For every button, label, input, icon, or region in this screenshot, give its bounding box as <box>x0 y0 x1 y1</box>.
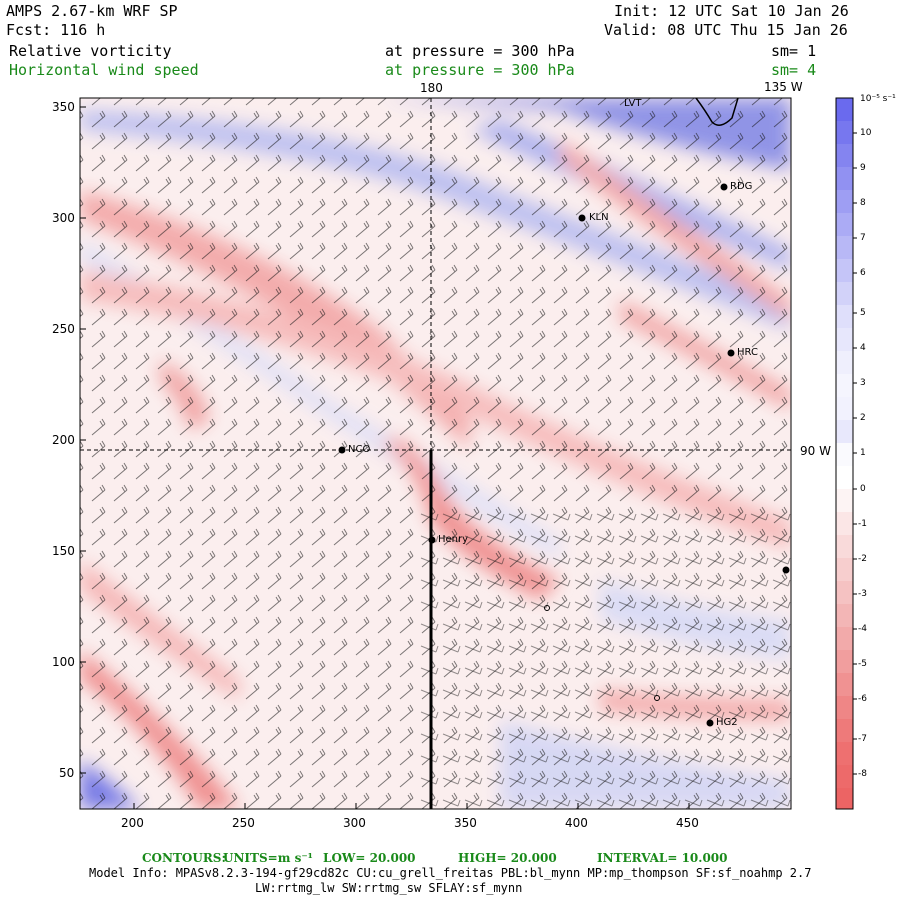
colorbar-level-neg1: -1 <box>858 519 867 529</box>
x-tick-350: 350 <box>454 816 477 830</box>
station-lvt-label: LVT <box>624 98 642 109</box>
footer-low: LOW= 20.000 <box>323 851 416 865</box>
station-hg2-marker <box>706 719 714 727</box>
colorbar-level-2: 2 <box>860 413 866 423</box>
field1-level: at pressure = 300 hPa <box>385 42 575 60</box>
x-tick-450: 450 <box>676 816 699 830</box>
colorbar-level-neg7: -7 <box>858 734 867 744</box>
station-marker-edge <box>782 566 790 574</box>
forecast-hour: Fcst: 116 h <box>6 21 106 39</box>
colorbar-level-neg3: -3 <box>858 589 867 599</box>
station-hrc-marker <box>727 349 735 357</box>
y-tick-300: 300 <box>52 211 75 225</box>
y-tick-100: 100 <box>52 655 75 669</box>
colorbar-level-1: 1 <box>860 448 866 458</box>
station-nco-label: NCO <box>348 444 371 455</box>
colorbar-unit: 10⁻⁵ s⁻¹ <box>860 94 896 104</box>
lon-90w-label: 90 W <box>800 444 831 458</box>
station-kln-marker <box>578 214 586 222</box>
init-time: Init: 12 UTC Sat 10 Jan 26 <box>614 2 849 20</box>
colorbar-level-neg2: -2 <box>858 554 867 564</box>
field2-name: Horizontal wind speed <box>9 61 199 79</box>
station-nco-marker <box>338 446 346 454</box>
colorbar-level-5: 5 <box>860 308 866 318</box>
lon-180-label: 180 <box>420 81 443 95</box>
x-tick-400: 400 <box>565 816 588 830</box>
y-tick-250: 250 <box>52 322 75 336</box>
colorbar <box>835 97 857 810</box>
field2-level: at pressure = 300 hPa <box>385 61 575 79</box>
station-marker-open <box>544 605 550 611</box>
colorbar-level-neg6: -6 <box>858 694 867 704</box>
y-tick-150: 150 <box>52 544 75 558</box>
footer-units: UNITS=m s⁻¹ <box>223 851 313 865</box>
field2-smoothing: sm= 4 <box>771 61 817 79</box>
model-title: AMPS 2.67-km WRF SP <box>6 2 178 20</box>
station-hg2-label: HG2 <box>716 717 738 728</box>
station-hrc-label: HRC <box>737 347 758 358</box>
x-tick-250: 250 <box>232 816 255 830</box>
x-tick-200: 200 <box>121 816 144 830</box>
colorbar-level-4: 4 <box>860 343 866 353</box>
footer-interval: INTERVAL= 10.000 <box>597 851 728 865</box>
station-kln-label: KLN <box>589 212 609 223</box>
colorbar-level-8: 8 <box>860 198 866 208</box>
colorbar-level-7: 7 <box>860 233 866 243</box>
colorbar-level-neg8: -8 <box>858 769 867 779</box>
valid-time: Valid: 08 UTC Thu 15 Jan 26 <box>604 21 848 39</box>
colorbar-level-10: 10 <box>860 128 872 138</box>
x-tick-300: 300 <box>343 816 366 830</box>
field1-smoothing: sm= 1 <box>771 42 817 60</box>
station-marker-open-2 <box>654 695 660 701</box>
field1-name: Relative vorticity <box>9 42 172 60</box>
station-henry-marker <box>428 536 436 544</box>
lon-135w-label: 135 W <box>764 80 803 94</box>
colorbar-level-neg5: -5 <box>858 659 867 669</box>
footer-contours-label: CONTOURS: <box>142 851 226 865</box>
footer-model-info-2: LW:rrtmg_lw SW:rrtmg_sw SFLAY:sf_mynn <box>255 881 523 895</box>
y-tick-200: 200 <box>52 433 75 447</box>
colorbar-level-6: 6 <box>860 268 866 278</box>
colorbar-level-3: 3 <box>860 378 866 388</box>
y-tick-350: 350 <box>52 100 75 114</box>
station-rdg-marker <box>720 183 728 191</box>
colorbar-level-9: 9 <box>860 163 866 173</box>
station-rdg-label: RDG <box>730 181 753 192</box>
footer-model-info: Model Info: MPASv8.2.3-194-gf29cd82c CU:… <box>89 866 812 880</box>
footer-high: HIGH= 20.000 <box>458 851 557 865</box>
station-henry-label: Henry <box>438 534 469 545</box>
y-tick-50: 50 <box>59 766 75 780</box>
colorbar-level-0: 0 <box>860 484 866 494</box>
colorbar-level-neg4: -4 <box>858 624 867 634</box>
